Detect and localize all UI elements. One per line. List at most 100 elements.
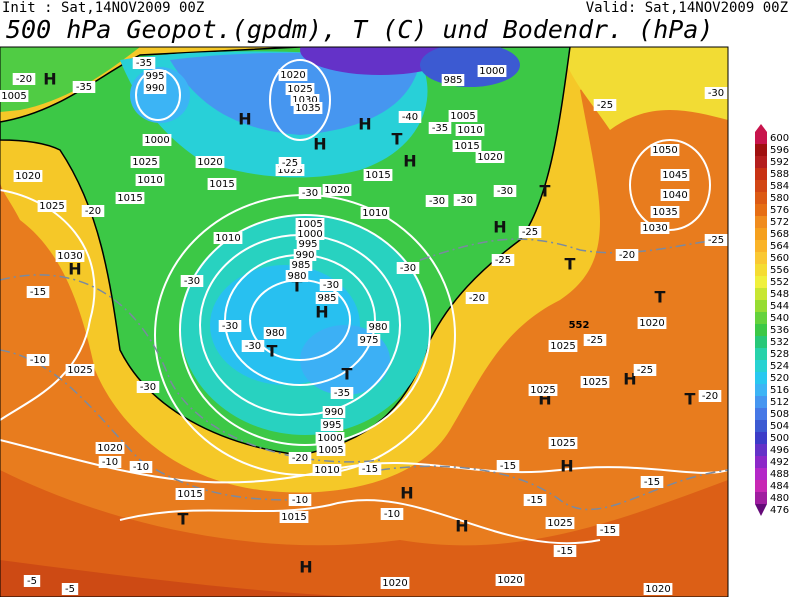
map-label: 1025 bbox=[550, 438, 575, 449]
colorbar-segment bbox=[755, 420, 767, 432]
map-label: -15 bbox=[557, 546, 573, 557]
map-label: -5 bbox=[65, 584, 75, 595]
map-label: 1030 bbox=[292, 95, 317, 106]
pressure-center: T bbox=[655, 288, 666, 307]
colorbar-label: 520 bbox=[770, 373, 789, 384]
colorbar-segment bbox=[755, 252, 767, 264]
label-box bbox=[660, 169, 690, 181]
pressure-center: T bbox=[267, 342, 278, 361]
map-label: -40 bbox=[402, 112, 418, 123]
map-label: -15 bbox=[600, 525, 616, 536]
pressure-center: H bbox=[315, 303, 328, 322]
isotherm bbox=[0, 274, 381, 463]
map-label: 995 bbox=[322, 420, 341, 431]
colorbar-segment bbox=[755, 348, 767, 360]
label-box bbox=[319, 279, 343, 291]
label-box bbox=[143, 70, 167, 82]
map-label: 1010 bbox=[457, 125, 482, 136]
map-label: 1015 bbox=[117, 193, 142, 204]
map-label: 1025 bbox=[582, 377, 607, 388]
map-label: 1035 bbox=[295, 103, 320, 114]
colorbar-segment bbox=[755, 204, 767, 216]
map-label: 1005 bbox=[450, 111, 475, 122]
map-label: 1020 bbox=[639, 318, 664, 329]
pressure-center: H bbox=[403, 152, 416, 171]
map-label: -30 bbox=[184, 276, 200, 287]
colorbar-label: 592 bbox=[770, 157, 789, 168]
label-box bbox=[279, 511, 309, 523]
map-label: 1020 bbox=[197, 157, 222, 168]
colorbar-label: 524 bbox=[770, 361, 789, 372]
label-box bbox=[360, 207, 390, 219]
label-box bbox=[396, 262, 420, 274]
map-area bbox=[0, 47, 728, 597]
label-box bbox=[296, 238, 320, 250]
label-box bbox=[285, 270, 309, 282]
colorbar-label: 540 bbox=[770, 313, 789, 324]
label-box bbox=[316, 444, 346, 456]
label-box bbox=[366, 321, 390, 333]
isobar bbox=[0, 439, 728, 484]
isotherms bbox=[0, 238, 728, 511]
label-box bbox=[491, 254, 515, 266]
label-box bbox=[207, 178, 237, 190]
label-box bbox=[315, 292, 339, 304]
colorbar-label: 568 bbox=[770, 229, 789, 240]
colorbar-label: 512 bbox=[770, 397, 789, 408]
map-label: 1025 bbox=[550, 341, 575, 352]
colorbar-segment bbox=[755, 300, 767, 312]
map-label: -30 bbox=[429, 196, 445, 207]
label-box bbox=[593, 99, 617, 111]
colorbar-segment bbox=[755, 192, 767, 204]
pressure-center: H bbox=[238, 110, 251, 129]
colorbar-label: 548 bbox=[770, 289, 789, 300]
label-box bbox=[23, 575, 41, 587]
label-box bbox=[545, 517, 575, 529]
colorbar-segment bbox=[755, 132, 767, 144]
colorbar-label: 572 bbox=[770, 217, 789, 228]
map-label: 1035 bbox=[652, 207, 677, 218]
label-box bbox=[142, 134, 172, 146]
map-label: -25 bbox=[522, 227, 538, 238]
colorbar-segment bbox=[755, 168, 767, 180]
pressure-center: H bbox=[455, 517, 468, 536]
map-label: 1000 bbox=[297, 229, 322, 240]
map-label: 1005 bbox=[297, 219, 322, 230]
map-label: 1020 bbox=[97, 443, 122, 454]
isobar bbox=[269, 59, 331, 141]
label-box bbox=[26, 286, 50, 298]
map-label: -35 bbox=[432, 123, 448, 134]
label-box bbox=[380, 577, 410, 589]
map-label: 990 bbox=[324, 407, 343, 418]
colorbar-label: 580 bbox=[770, 193, 789, 204]
label-box bbox=[358, 463, 382, 475]
map-label: -10 bbox=[102, 457, 118, 468]
label-box bbox=[278, 69, 308, 81]
label-box bbox=[263, 327, 287, 339]
colorbar-segment bbox=[755, 396, 767, 408]
map-label: -20 bbox=[292, 453, 308, 464]
map-label: -30 bbox=[222, 321, 238, 332]
map-label: 1020 bbox=[497, 575, 522, 586]
green-region bbox=[0, 47, 140, 112]
init-time: Init : Sat,14NOV2009 00Z bbox=[2, 0, 204, 16]
colorbar-label: 600 bbox=[770, 133, 789, 144]
map-label: 1025 bbox=[39, 201, 64, 212]
label-box bbox=[495, 574, 525, 586]
map-label: -30 bbox=[302, 188, 318, 199]
label-box bbox=[115, 192, 145, 204]
map-label: -25 bbox=[637, 365, 653, 376]
map-label: -20 bbox=[85, 206, 101, 217]
pressure-center: H bbox=[299, 558, 312, 577]
isobar bbox=[119, 499, 601, 545]
label-box bbox=[455, 124, 485, 136]
colorbar-segment bbox=[755, 156, 767, 168]
map-label: 1015 bbox=[281, 512, 306, 523]
map-label: -10 bbox=[133, 462, 149, 473]
label-box bbox=[580, 376, 610, 388]
colorbar-segment bbox=[755, 228, 767, 240]
colorbar-segment bbox=[755, 384, 767, 396]
colorbar-segment bbox=[755, 240, 767, 252]
map-label: -20 bbox=[469, 293, 485, 304]
label-box bbox=[477, 65, 507, 77]
